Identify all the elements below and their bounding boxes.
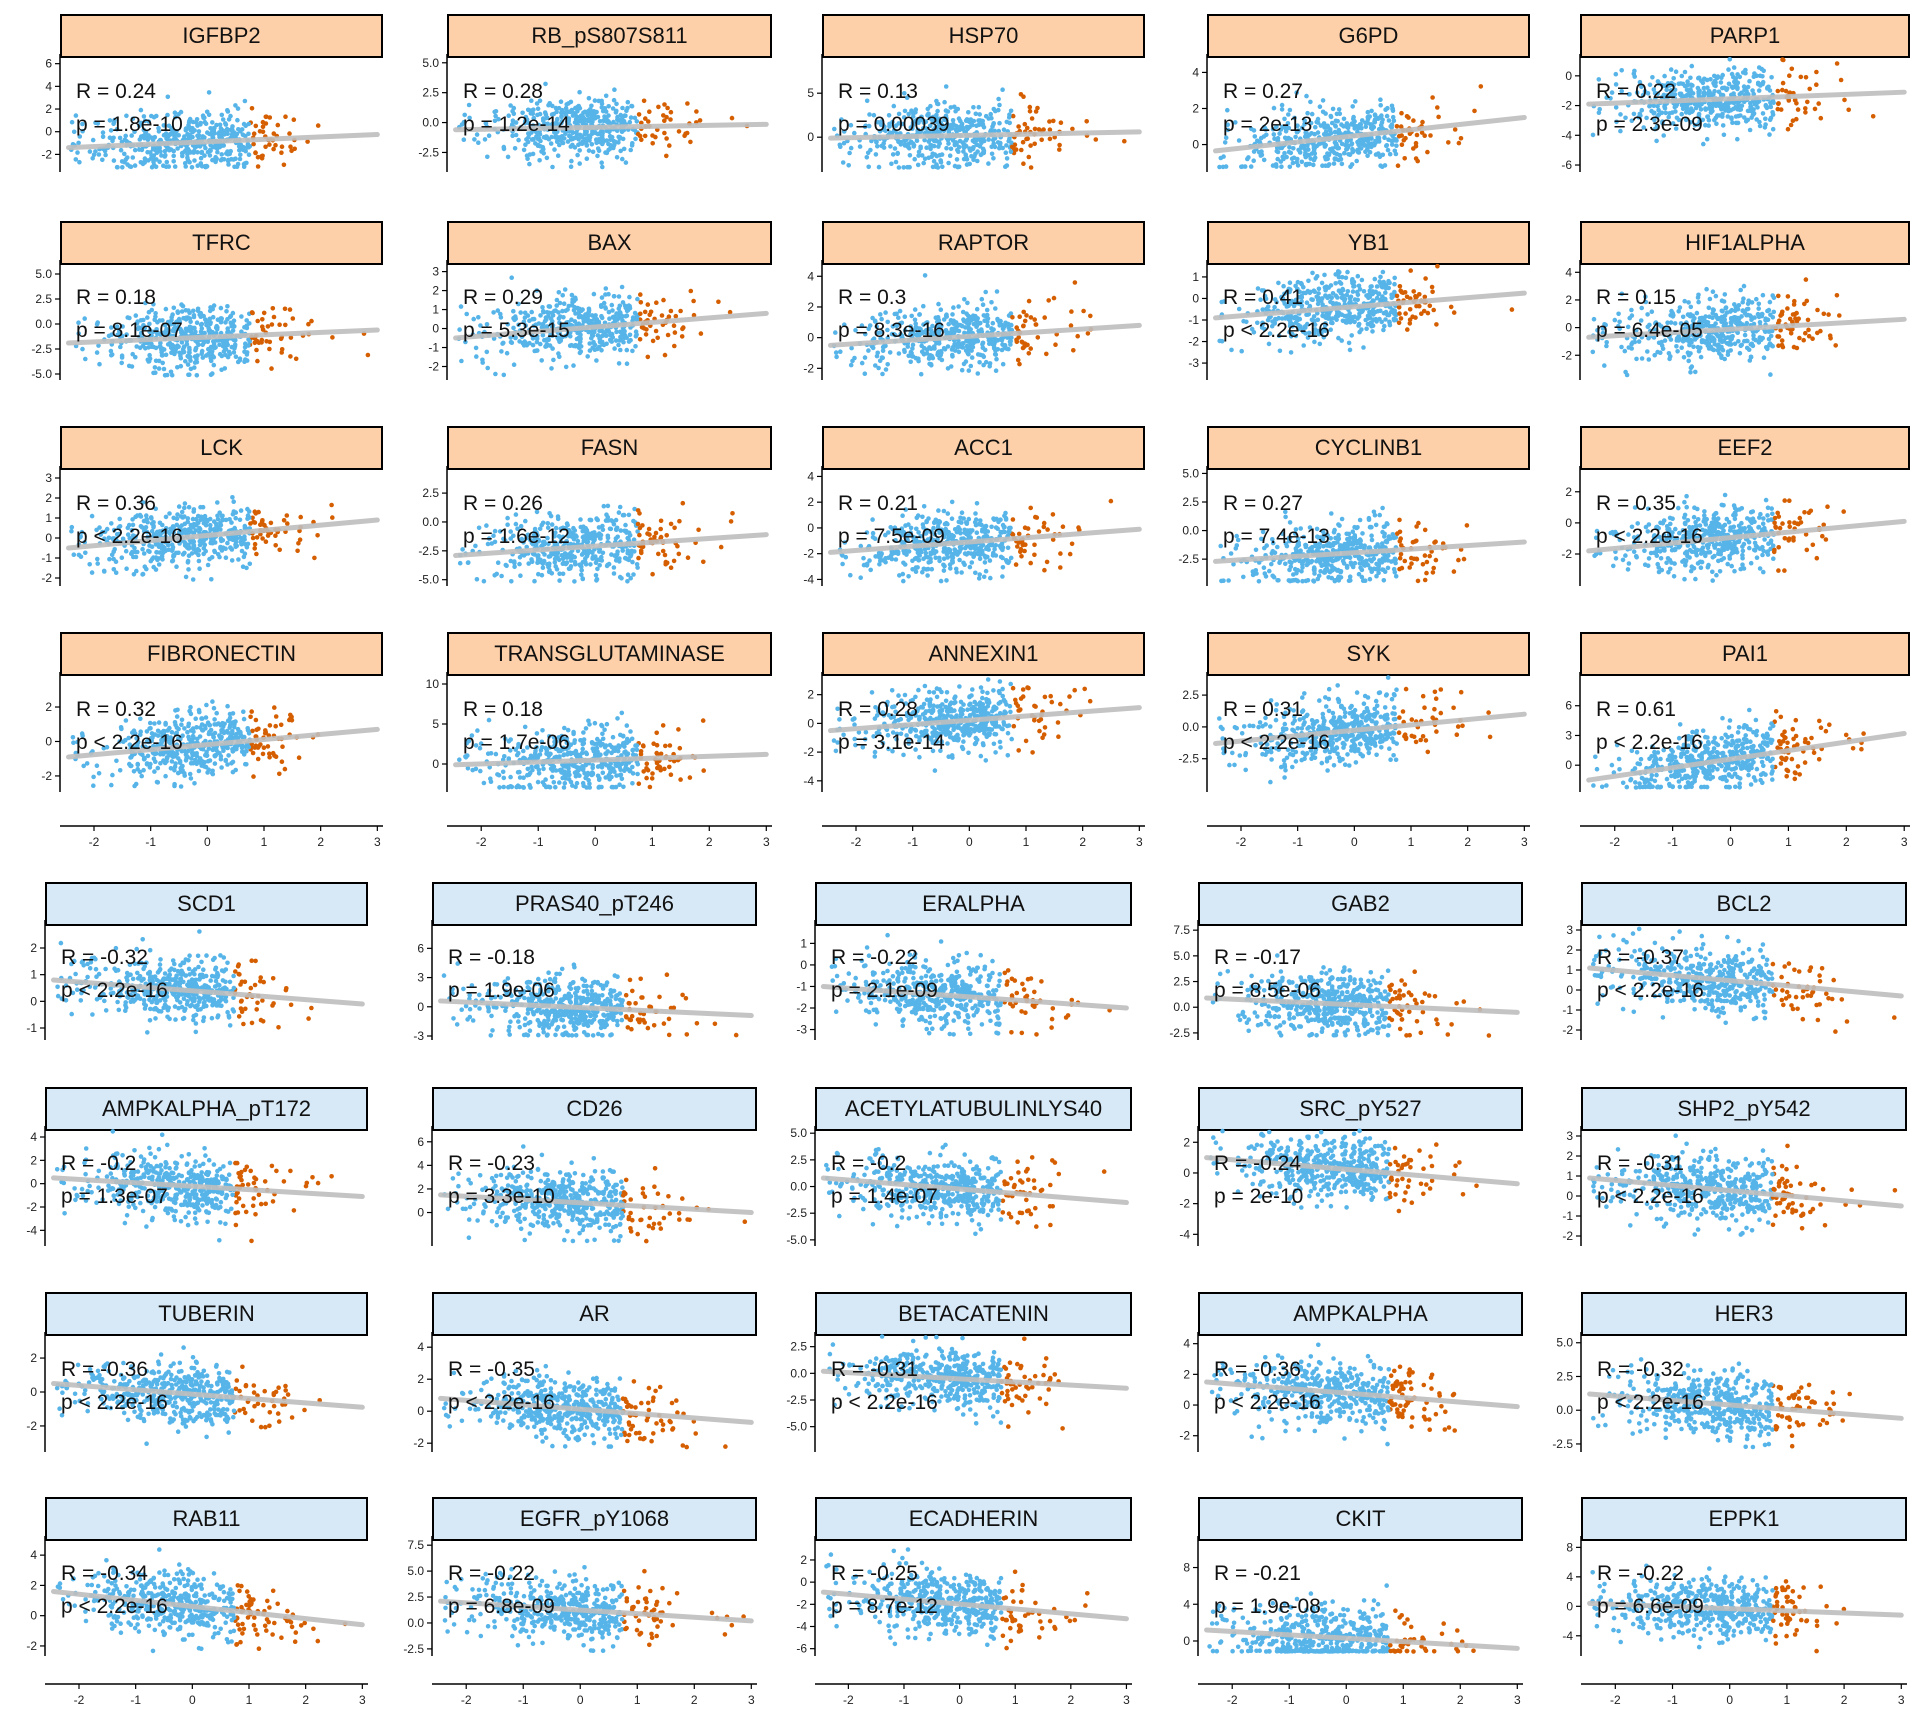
- data-point: [77, 134, 83, 139]
- data-point: [267, 115, 273, 120]
- data-point: [226, 162, 231, 167]
- data-point: [233, 103, 238, 108]
- data-point: [129, 133, 134, 138]
- data-point: [138, 107, 144, 113]
- data-point: [76, 140, 81, 146]
- data-point: [100, 134, 106, 140]
- data-point: [249, 106, 255, 111]
- data-point: [235, 106, 241, 111]
- data-point: [192, 158, 197, 163]
- y-tick-label: 4: [45, 79, 52, 93]
- y-tick-label: 0: [45, 125, 52, 139]
- data-point: [246, 152, 252, 157]
- data-point: [191, 148, 197, 154]
- data-point: [132, 147, 138, 153]
- facet-strip-title: IGFBP2: [60, 14, 383, 58]
- data-point: [238, 152, 243, 158]
- data-point: [288, 144, 293, 149]
- data-point: [223, 122, 229, 127]
- y-tick-label: 6: [45, 57, 52, 71]
- data-point: [281, 162, 287, 168]
- data-point: [171, 153, 176, 159]
- data-point: [158, 149, 163, 154]
- data-point: [251, 141, 256, 147]
- data-point: [165, 94, 171, 100]
- data-point: [137, 147, 142, 152]
- y-tick-label: -2: [41, 147, 52, 161]
- data-point: [111, 135, 116, 141]
- data-point: [196, 129, 202, 134]
- data-point: [251, 131, 257, 136]
- data-point: [161, 123, 167, 128]
- y-tick-label: 2: [45, 102, 52, 116]
